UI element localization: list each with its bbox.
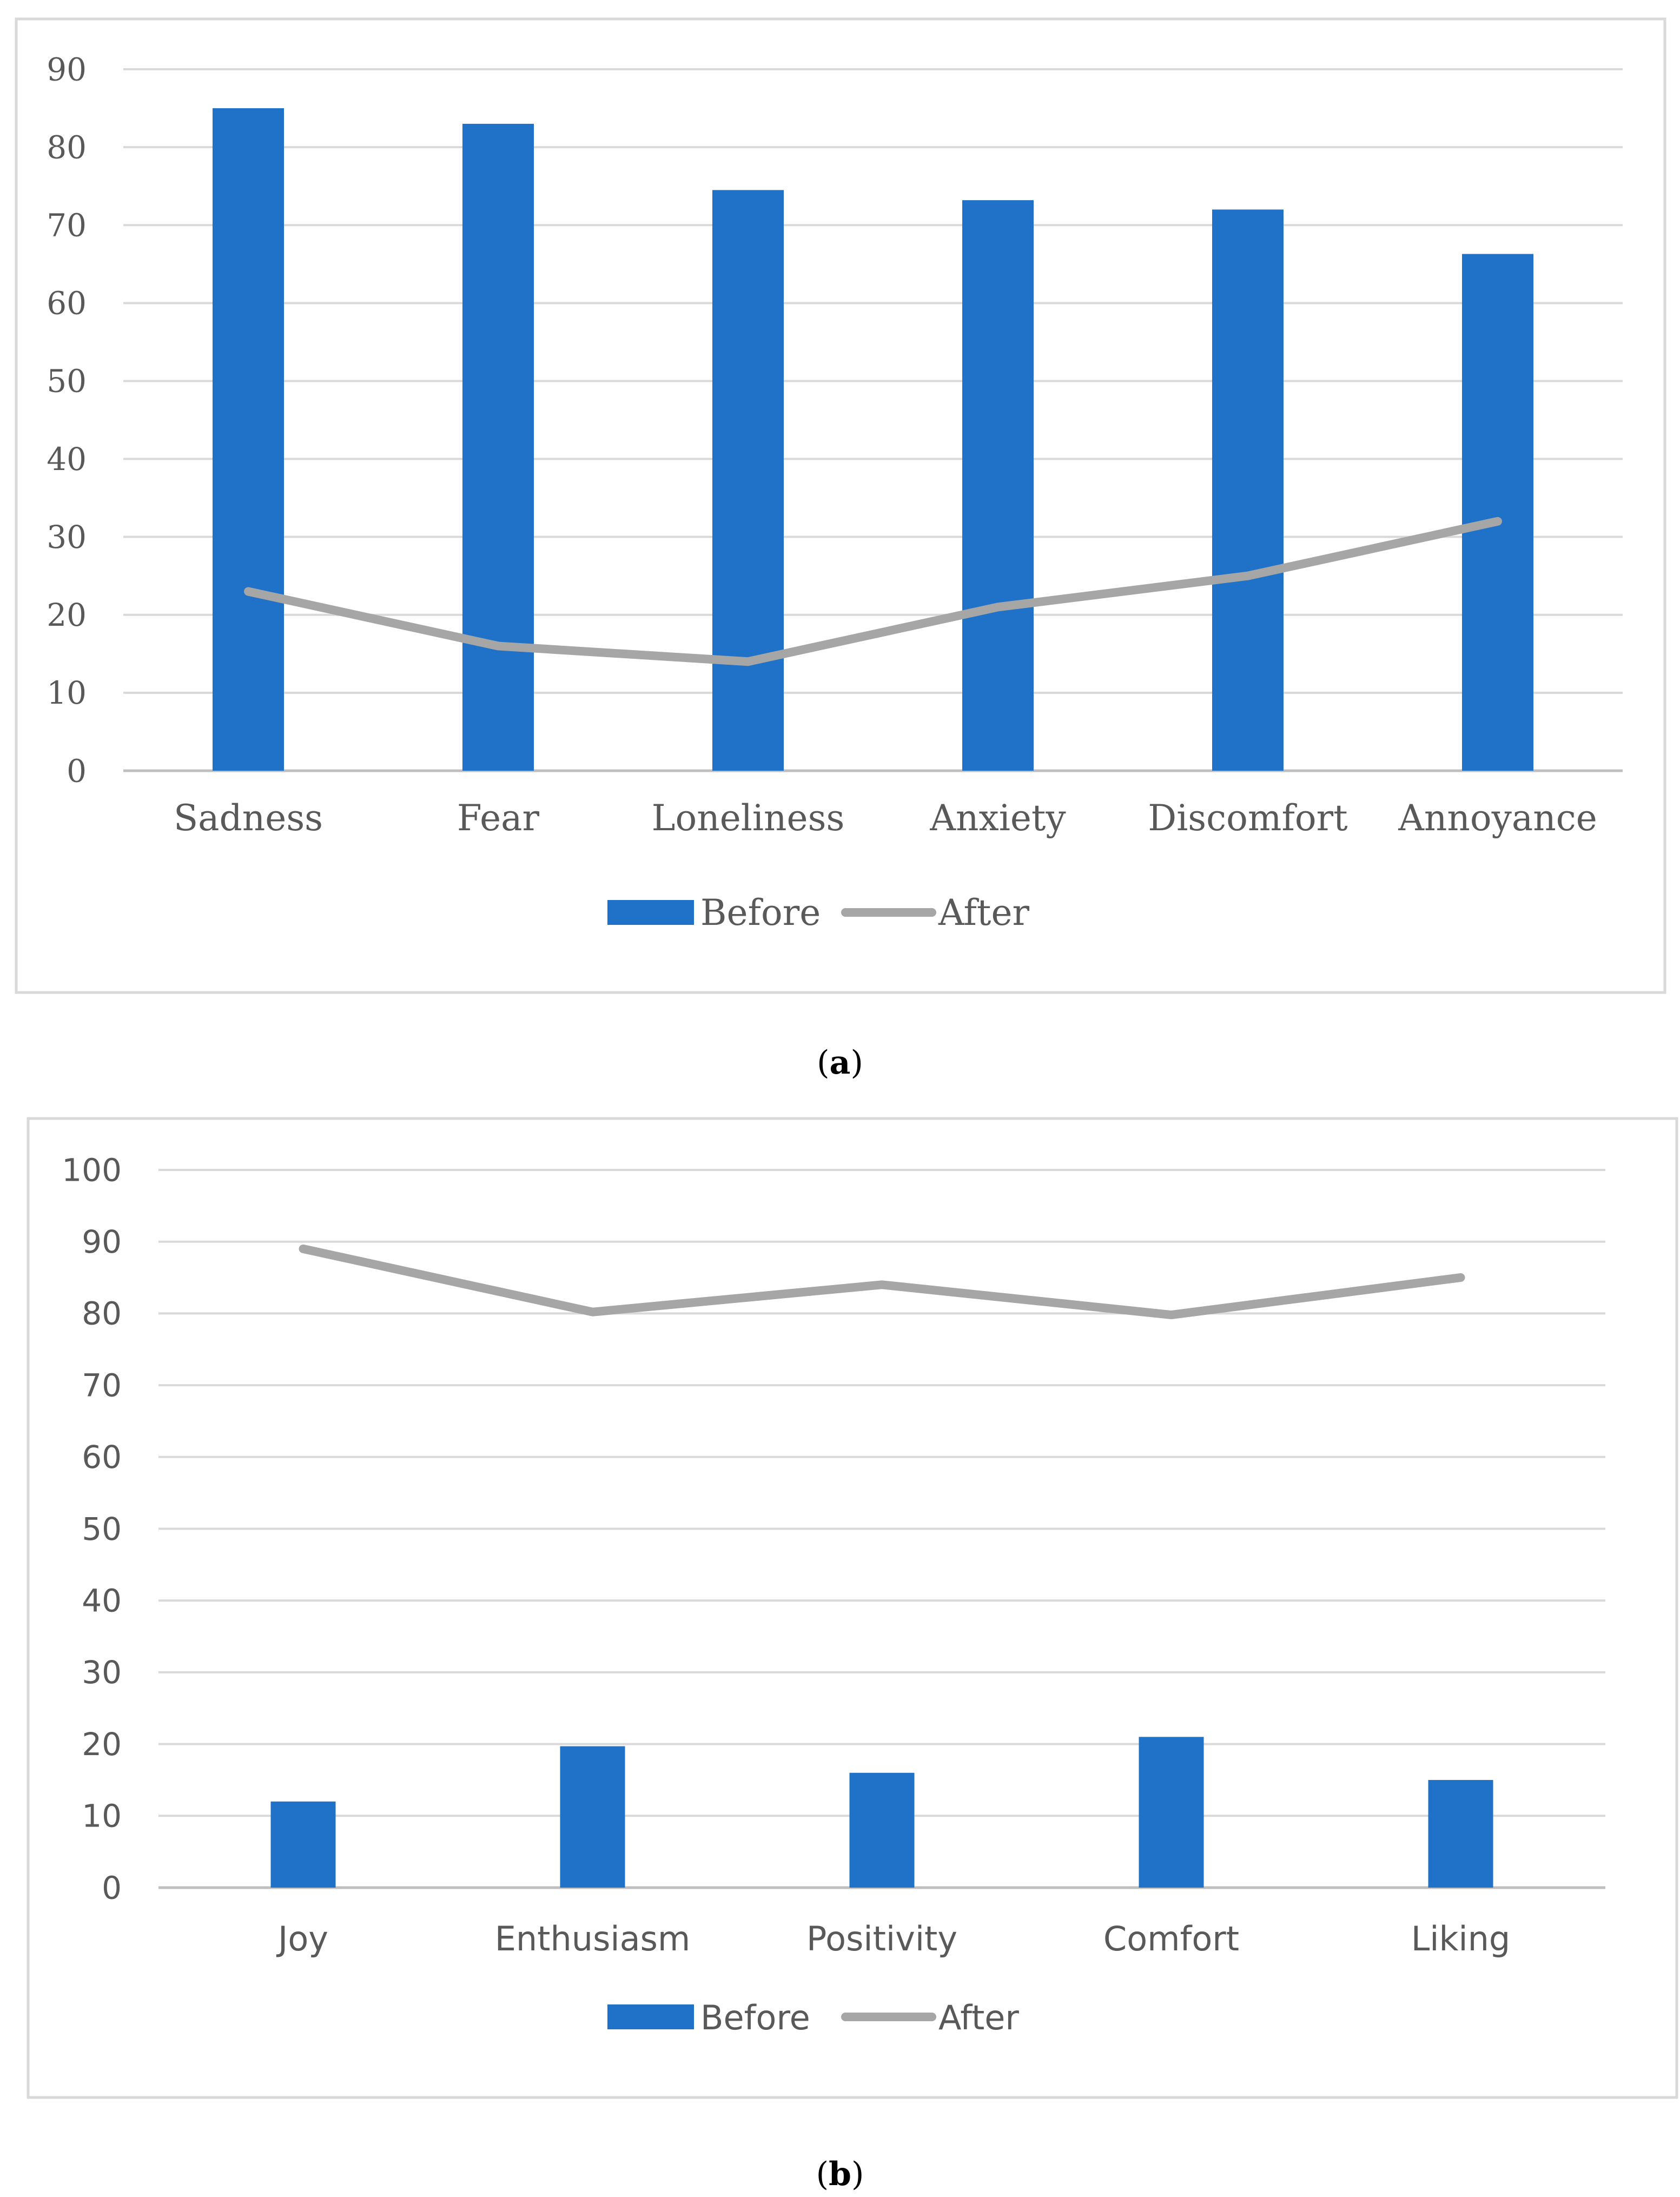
y-tick-label: 50 <box>82 1511 122 1547</box>
bar-before <box>213 108 284 771</box>
bar-before <box>849 1772 915 1888</box>
bar-before <box>1428 1779 1493 1888</box>
y-tick-label: 0 <box>67 752 87 789</box>
legend-label-after: After <box>938 1998 1019 2037</box>
y-tick-label: 80 <box>82 1295 122 1332</box>
chart-panel-a: 0 10 20 30 40 50 60 70 80 90 Sadness Fear Lonelines… <box>0 0 1680 1082</box>
legend-swatch-before <box>607 900 694 925</box>
y-tick-label: 0 <box>102 1869 122 1906</box>
y-tick-label: 10 <box>82 1798 122 1835</box>
chart-a-bars <box>213 108 1533 771</box>
y-tick-label: 50 <box>47 363 87 400</box>
bar-before <box>1462 254 1533 771</box>
y-tick-label: 60 <box>82 1439 122 1475</box>
x-tick-label: Positivity <box>806 1919 957 1958</box>
bar-before <box>462 123 534 771</box>
chart-b-legend: Before After <box>607 1998 1019 2037</box>
bar-before <box>560 1746 625 1888</box>
chart-b-x-ticks: Joy Enthusiasm Positivity Comfort Liking <box>276 1919 1510 1958</box>
x-tick-label: Loneliness <box>652 797 845 839</box>
y-tick-label: 30 <box>47 519 87 555</box>
chart-a-line <box>244 517 1502 666</box>
x-tick-label: Comfort <box>1103 1919 1239 1958</box>
bar-before <box>1139 1737 1204 1888</box>
legend-swatch-before <box>607 2004 694 2029</box>
x-tick-label: Liking <box>1411 1919 1511 1958</box>
legend-label-after: After <box>938 892 1030 934</box>
y-tick-label: 70 <box>47 207 87 244</box>
y-tick-label: 40 <box>47 441 87 478</box>
y-tick-label: 80 <box>47 129 87 166</box>
chart-panel-b: 0 10 20 30 40 50 60 70 80 90 100 Joy Enthusiasm Posi… <box>0 1082 1680 2197</box>
chart-a-svg: 0 10 20 30 40 50 60 70 80 90 Sadness Fear Lonelines… <box>15 17 1666 1082</box>
bar-before <box>270 1801 336 1888</box>
y-tick-label: 10 <box>47 674 87 711</box>
legend-label-before: Before <box>700 892 821 934</box>
chart-b-gridlines <box>158 1169 1605 1889</box>
x-tick-label: Annoyance <box>1398 797 1597 839</box>
y-tick-label: 100 <box>62 1152 122 1188</box>
panel-label-b: b <box>829 2155 851 2193</box>
bar-before <box>1212 209 1284 771</box>
x-tick-label: Joy <box>276 1919 328 1958</box>
chart-a-gridlines <box>123 68 1623 772</box>
x-tick-label: Discomfort <box>1148 797 1347 839</box>
legend-label-before: Before <box>700 1998 810 2037</box>
chart-a-border <box>15 17 1666 994</box>
bar-before <box>712 190 784 771</box>
chart-a-legend: Before After <box>607 892 1030 934</box>
y-tick-label: 20 <box>47 597 87 633</box>
chart-b-line <box>299 1244 1465 1320</box>
chart-b-y-ticks: 0 10 20 30 40 50 60 70 80 90 100 <box>62 1152 122 1906</box>
line-after <box>244 517 1502 666</box>
y-tick-label: 20 <box>82 1726 122 1763</box>
chart-b-bars <box>270 1737 1493 1888</box>
chart-a-x-ticks: Sadness Fear Loneliness Anxiety Discomfort An… <box>174 797 1597 839</box>
chart-b-svg: 0 10 20 30 40 50 60 70 80 90 100 Joy Enthusiasm Posi… <box>27 1117 1678 2193</box>
panel-label-a: a <box>830 1044 851 1082</box>
x-tick-label: Fear <box>457 797 540 839</box>
chart-a-y-ticks: 0 10 20 30 40 50 60 70 80 90 <box>47 51 87 789</box>
y-tick-label: 90 <box>47 51 87 88</box>
y-tick-label: 40 <box>82 1583 122 1619</box>
y-tick-label: 90 <box>82 1223 122 1260</box>
x-tick-label: Anxiety <box>929 797 1066 839</box>
y-tick-label: 60 <box>47 285 87 322</box>
panel-caption-a: (a) <box>817 1044 863 1082</box>
x-tick-label: Sadness <box>174 797 323 839</box>
bar-before <box>962 200 1034 771</box>
y-tick-label: 70 <box>82 1367 122 1404</box>
x-tick-label: Enthusiasm <box>495 1919 691 1958</box>
y-tick-label: 30 <box>82 1654 122 1691</box>
panel-caption-b: (b) <box>816 2155 864 2193</box>
